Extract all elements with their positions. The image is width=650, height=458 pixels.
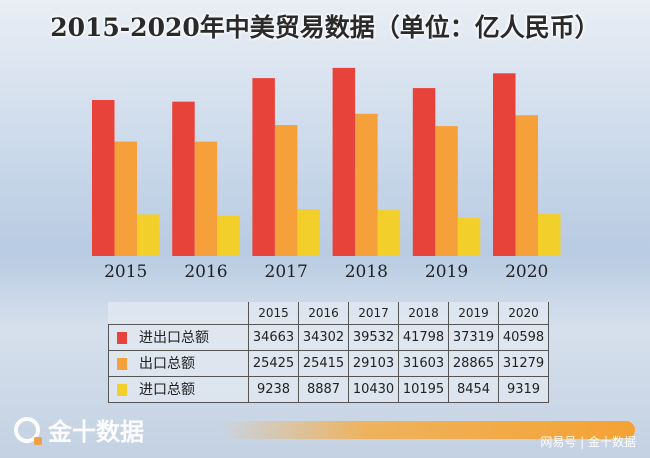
bar-2018-0: [332, 67, 356, 256]
table-cell: 8887: [298, 375, 349, 403]
table-cell: 28865: [448, 349, 499, 377]
table-header-year: 2018: [398, 302, 449, 325]
table-cell: 10195: [398, 375, 449, 403]
table-cell: 40598: [498, 323, 549, 351]
bar-2015-0: [92, 100, 115, 256]
series-name: 进出口总额: [139, 330, 209, 346]
bar-chart: 2015 2016 2017 2018 2019 2020: [92, 67, 561, 282]
table-header-year: 2015: [248, 302, 299, 325]
table-cell: 34663: [248, 323, 299, 351]
table-header-year: 2017: [348, 302, 399, 325]
series-name: 进口总额: [139, 382, 195, 398]
table-cell: 8454: [448, 375, 499, 403]
series-label: 出口总额: [108, 349, 249, 377]
table-cell: 31603: [398, 349, 449, 377]
table-cell: 34302: [298, 323, 349, 351]
x-tick-label: 2015: [104, 262, 147, 282]
legend-swatch: [117, 384, 127, 396]
bar-2017-0: [252, 78, 275, 256]
x-tick-label: 2018: [345, 262, 388, 282]
table-cell: 9319: [498, 375, 549, 403]
bar-2015-2: [137, 214, 160, 256]
bar-2019-2: [457, 217, 481, 256]
table-corner: [108, 302, 249, 325]
table-row: 出口总额 25425 25415 29103 31603 28865 31279: [108, 349, 549, 377]
x-tick-label: 2017: [265, 262, 308, 282]
table-header-year: 2019: [448, 302, 499, 325]
table-cell: 10430: [348, 375, 399, 403]
table-cell: 39532: [348, 323, 399, 351]
table-row: 进口总额 9238 8887 10430 10195 8454 9319: [108, 375, 549, 403]
legend-swatch: [117, 358, 127, 370]
table-header-year: 2016: [298, 302, 349, 325]
series-name: 出口总额: [139, 356, 195, 372]
chart-title: 2015-2020年中美贸易数据（单位：亿人民币）: [50, 13, 600, 42]
series-label: 进口总额: [108, 375, 249, 403]
table-cell: 37319: [448, 323, 499, 351]
x-tick-label: 2019: [425, 262, 468, 282]
bar-2016-1: [194, 141, 218, 256]
bar-2016-2: [217, 216, 240, 256]
x-tick-label: 2020: [505, 262, 548, 282]
table-cell: 31279: [498, 349, 549, 377]
bar-2016-0: [172, 101, 195, 257]
brand-logo: 金十数据: [14, 412, 144, 447]
table-cell: 29103: [348, 349, 399, 377]
decorative-stripe: [220, 421, 635, 439]
bar-2019-1: [435, 126, 458, 256]
table-row: 进出口总额 34663 34302 39532 41798 37319 40598: [108, 323, 549, 351]
legend-swatch: [117, 332, 127, 344]
bar-2018-2: [377, 210, 401, 256]
bar-2017-2: [297, 209, 320, 256]
bar-2020-0: [493, 73, 516, 257]
bar-2020-2: [538, 214, 561, 256]
data-table: 2015 2016 2017 2018 2019 2020 进出口总额 34663 34302…: [108, 302, 549, 403]
series-label: 进出口总额: [108, 323, 249, 351]
bar-2019-0: [412, 88, 436, 256]
logo-icon: [14, 416, 42, 445]
watermark: 网易号 | 金十数据: [540, 435, 636, 449]
bar-2017-1: [274, 125, 298, 256]
bar-2018-1: [355, 113, 378, 256]
table-header-year: 2020: [498, 302, 549, 325]
bar-2020-1: [515, 115, 538, 256]
x-tick-label: 2016: [184, 262, 227, 282]
table-cell: 25415: [298, 349, 349, 377]
table-cell: 41798: [398, 323, 449, 351]
bar-2015-1: [114, 141, 137, 256]
logo-text: 金十数据: [48, 418, 144, 446]
table-cell: 9238: [248, 375, 299, 403]
table-cell: 25425: [248, 349, 299, 377]
